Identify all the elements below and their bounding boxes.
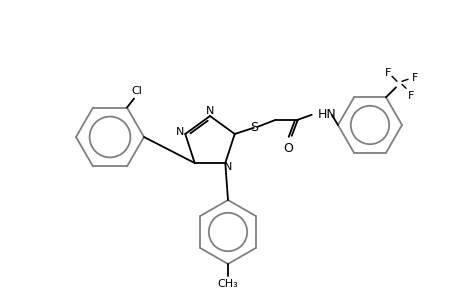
- Text: HN: HN: [317, 108, 336, 121]
- Text: CH₃: CH₃: [217, 279, 238, 289]
- Text: F: F: [411, 73, 418, 83]
- Text: N: N: [205, 106, 214, 116]
- Text: F: F: [384, 68, 390, 78]
- Text: O: O: [282, 142, 292, 155]
- Text: F: F: [407, 91, 414, 101]
- Text: Cl: Cl: [131, 85, 142, 96]
- Text: S: S: [249, 121, 257, 134]
- Text: N: N: [224, 162, 232, 172]
- Text: N: N: [176, 128, 185, 137]
